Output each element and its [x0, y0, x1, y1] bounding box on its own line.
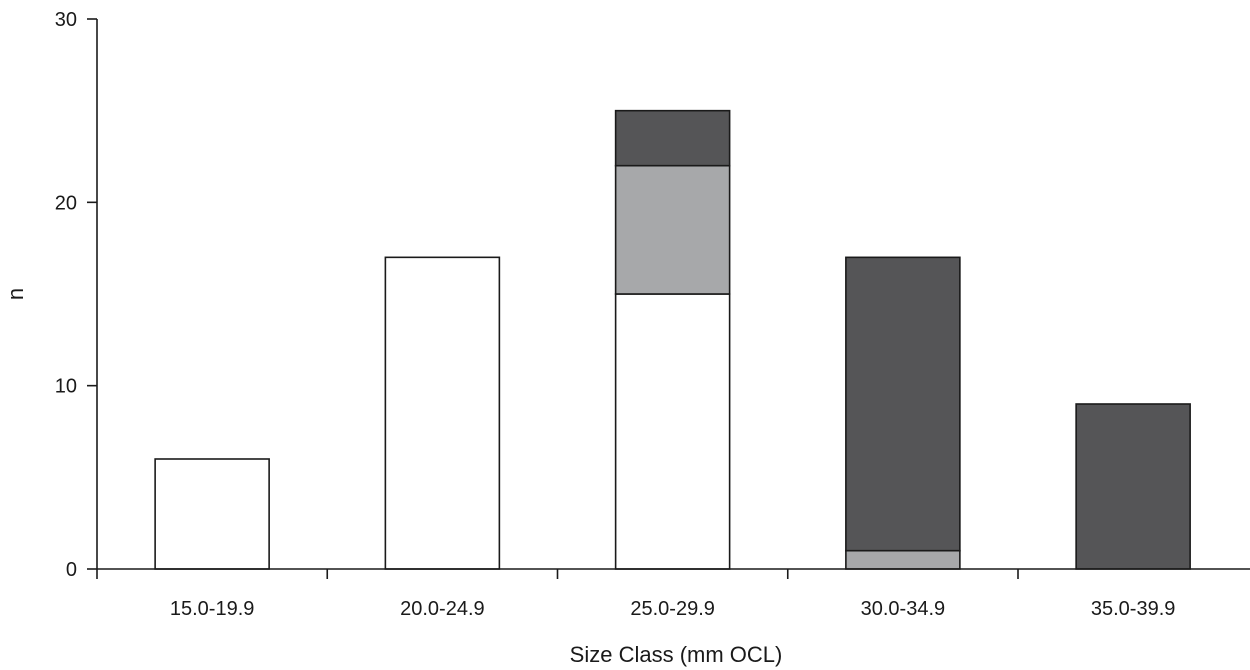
x-axis-title: Size Class (mm OCL): [570, 642, 783, 667]
bar-segment-series-1: [614, 293, 731, 570]
bar-segment-series-3: [1075, 403, 1191, 570]
bar-segment-series-3: [614, 109, 731, 167]
ticks-layer: 0 10 20 30 15.0-19.9 20.0-24.9 25.0-29.9 30.0-3…: [55, 9, 1176, 620]
y-tick-label: 30: [55, 9, 77, 31]
y-tick-label: 0: [66, 559, 77, 581]
bars-layer: [154, 109, 1191, 570]
bar-segment-series-3: [845, 256, 961, 552]
y-axis-title: n: [3, 288, 28, 300]
y-tick-label: 20: [55, 192, 77, 214]
y-tick-label: 10: [55, 376, 77, 398]
x-tick-label: 30.0-34.9: [861, 598, 946, 620]
bar-segment-series-1: [384, 256, 501, 570]
x-tick-label: 35.0-39.9: [1091, 598, 1176, 620]
bar-segment-series-2: [845, 549, 961, 570]
x-tick-label: 15.0-19.9: [170, 598, 255, 620]
bar-segment-series-2: [614, 164, 731, 295]
x-tick-label: 25.0-29.9: [630, 598, 715, 620]
bar-segment-series-1: [154, 458, 270, 570]
x-tick-label: 20.0-24.9: [400, 598, 485, 620]
axes-layer: [96, 19, 1250, 570]
